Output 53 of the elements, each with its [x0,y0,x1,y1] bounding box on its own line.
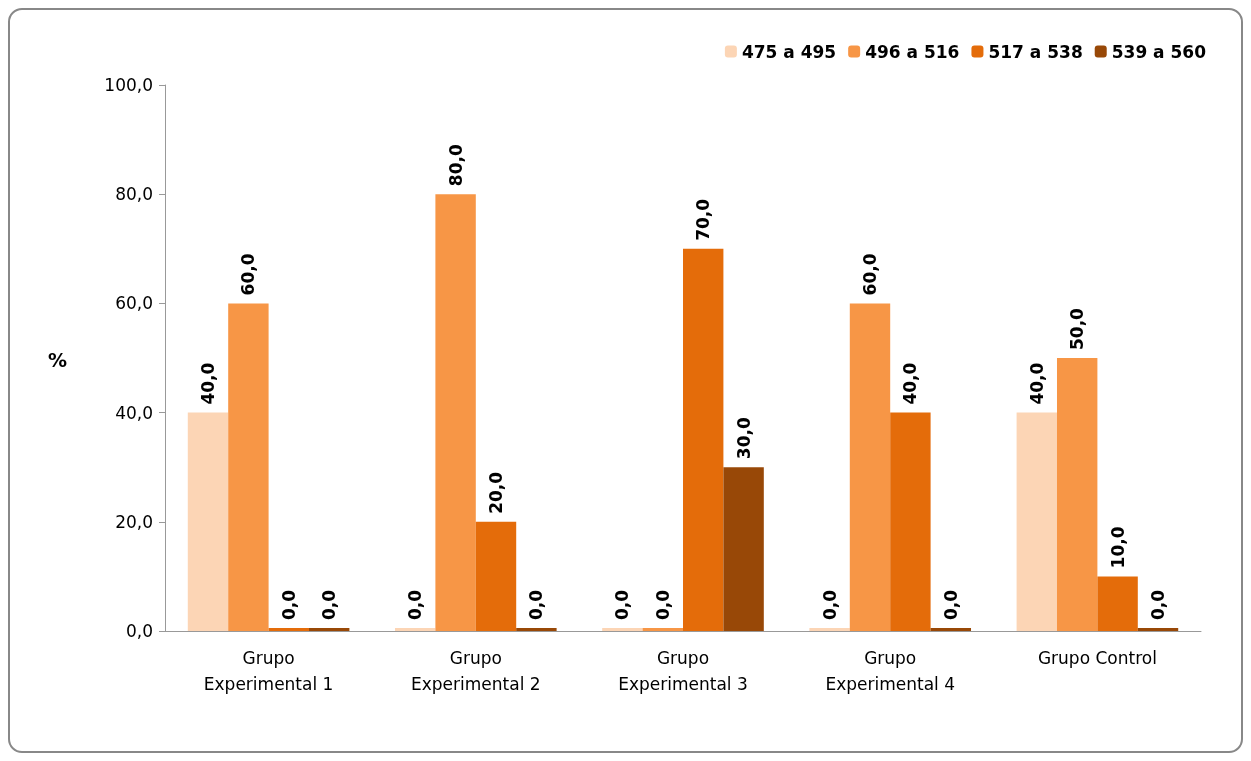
data-label: 50,0 [1067,307,1088,350]
y-tick-label: 0,0 [125,621,153,641]
y-tick-label: 60,0 [115,293,153,314]
data-label: 60,0 [860,253,880,296]
bar [930,628,972,631]
data-label: 0,0 [1148,589,1169,620]
bar [187,412,229,631]
data-label: 20,0 [486,471,506,514]
data-label: 0,0 [940,589,961,620]
bar [475,521,517,631]
bar [1057,358,1098,631]
data-label: 70,0 [693,198,714,241]
bar [309,628,350,631]
bar [849,303,891,631]
bar [1137,628,1179,631]
y-tick-label: 20,0 [115,511,153,532]
bar [723,467,764,631]
bar [435,194,476,631]
x-tick-label: Grupo Control [1037,648,1157,668]
bar [642,628,683,631]
bar [1016,412,1057,631]
data-label: 40,0 [900,362,921,405]
data-label: 0,0 [819,589,840,620]
y-axis-title: % [48,348,68,371]
legend-label: 475 a 495 [741,41,837,62]
legend-label: 517 a 538 [988,41,1083,62]
legend-label: 496 a 516 [865,41,960,62]
legend-label: 539 a 560 [1111,41,1207,62]
x-tick-label: Grupo Experimental 2 [411,648,541,694]
bar [1097,576,1138,631]
y-tick-label: 80,0 [115,184,153,205]
y-tick-label: 100,0 [104,75,153,95]
data-label: 80,0 [445,144,466,187]
data-label: 0,0 [278,589,299,620]
data-label: 0,0 [652,589,673,620]
bar [268,628,309,631]
data-label: 40,0 [1026,362,1047,405]
data-label: 40,0 [197,362,218,405]
data-label: 0,0 [319,589,340,620]
data-label: 0,0 [612,589,633,620]
x-tick-label: Grupo Experimental 3 [618,648,748,694]
data-label: 0,0 [405,589,426,620]
bar [890,412,931,631]
bar [516,628,557,631]
bar [683,248,724,631]
x-tick-label: Grupo Experimental 4 [825,648,955,694]
y-tick-label: 40,0 [115,402,153,423]
data-label: 0,0 [526,589,547,620]
data-label: 60,0 [238,253,259,296]
data-label: 10,0 [1107,526,1128,569]
x-tick-label: Grupo Experimental 1 [203,648,334,694]
bar [228,303,269,631]
data-label: 30,0 [733,417,754,460]
